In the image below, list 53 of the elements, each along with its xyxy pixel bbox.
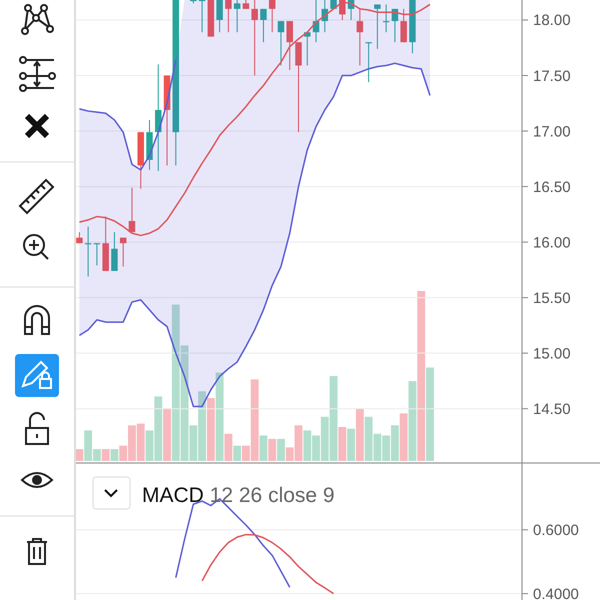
y-tick-label: 15.50 <box>533 290 571 307</box>
candlestick <box>94 242 100 266</box>
bar <box>347 428 356 461</box>
candlestick <box>278 20 284 66</box>
y-tick-label: 0.6000 <box>533 522 579 540</box>
candlestick <box>365 42 372 83</box>
bar <box>110 449 118 461</box>
candlestick <box>198 0 206 33</box>
candlestick <box>356 8 364 66</box>
candlestick <box>286 20 293 70</box>
bar <box>277 438 285 461</box>
candlestick <box>128 187 136 233</box>
bar <box>426 368 434 461</box>
y-tick-label: 0.4000 <box>533 586 579 600</box>
candlestick <box>268 0 276 33</box>
bar <box>224 434 232 461</box>
candlestick <box>216 0 223 33</box>
candlestick <box>234 0 240 33</box>
candlestick <box>225 0 232 33</box>
bar <box>102 449 110 461</box>
y-tick-label: 17.00 <box>533 123 571 140</box>
candlestick <box>120 237 126 268</box>
y-tick-label: 14.50 <box>533 400 571 418</box>
bar <box>163 408 171 461</box>
line-series <box>78 59 177 171</box>
y-tick-label: 17.50 <box>533 68 571 85</box>
candlestick <box>382 4 390 33</box>
bar <box>259 436 268 461</box>
candlestick <box>111 232 118 272</box>
candlestick <box>295 42 302 133</box>
bar <box>338 427 346 461</box>
bar <box>417 291 426 461</box>
y-tick-label: 16.00 <box>533 234 571 252</box>
y-tick-label: 15.00 <box>533 345 571 362</box>
candlestick <box>260 8 267 43</box>
y-tick-label: 18.00 <box>533 12 571 30</box>
bar <box>356 408 364 461</box>
candlestick <box>84 226 92 278</box>
bar <box>268 438 276 461</box>
line-series <box>201 534 334 594</box>
line-series <box>78 1 431 236</box>
candlestick <box>374 4 381 50</box>
candlestick <box>251 0 258 76</box>
bar <box>400 413 408 461</box>
bar <box>75 449 84 461</box>
bar <box>206 398 215 461</box>
bar <box>216 372 224 461</box>
bar <box>408 381 416 461</box>
text: MACD 12 26 close 9 <box>142 484 335 507</box>
bar <box>233 446 242 461</box>
line-series <box>78 62 431 408</box>
y-tick-label: 16.50 <box>533 178 571 196</box>
candlestick <box>400 8 407 43</box>
